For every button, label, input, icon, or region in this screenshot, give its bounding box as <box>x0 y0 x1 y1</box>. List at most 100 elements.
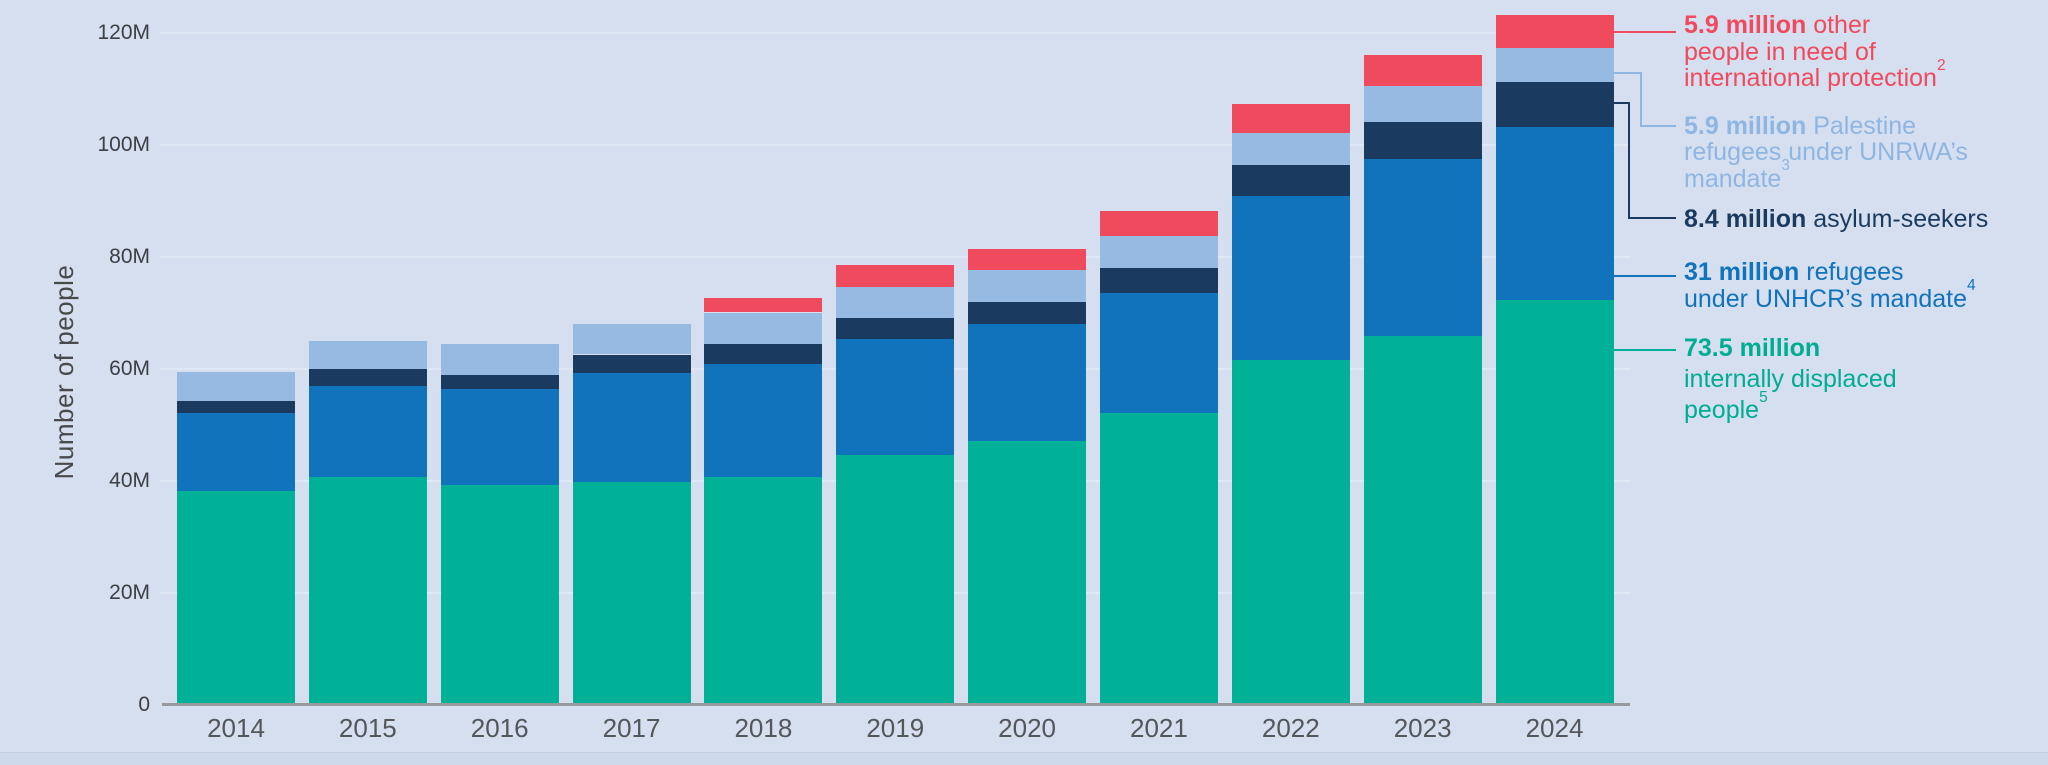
callout-line: 5.9 million Palestine <box>1684 111 1968 140</box>
bar-segment-refugees-2017 <box>572 372 691 483</box>
bar-segment-unrwa-2020 <box>968 269 1087 303</box>
callout-line: 73.5 million <box>1684 333 1897 364</box>
footnote-superscript: 5 <box>1759 388 1768 406</box>
callout-value: 73.5 million <box>1684 334 1821 362</box>
bar-segment-idp-2022 <box>1231 359 1350 705</box>
callout-text: refugees <box>1799 258 1904 286</box>
callout-unrwa: 5.9 million Palestine refugees under UNRW… <box>1684 111 1968 193</box>
year-label-2023: 2023 <box>1393 713 1452 743</box>
bar-segment-idp-2015 <box>308 476 427 705</box>
bar-segment-asylum-2014 <box>177 400 295 413</box>
y-tick-label-20M: 20M <box>109 580 150 604</box>
year-label-2020: 2020 <box>998 713 1057 743</box>
leader-line-unrwa <box>1614 72 1676 127</box>
bar-segment-unrwa-2015 <box>308 340 427 370</box>
callout-refugees: 31 million refugees under UNHCR’s mandate… <box>1684 259 1976 312</box>
bar-segment-unrwa-2024 <box>1495 48 1614 82</box>
callout-line: 8.4 million asylum-seekers <box>1684 204 1989 233</box>
bar-segment-other-2020 <box>968 249 1087 270</box>
bar-segment-refugees-2024 <box>1495 127 1614 301</box>
bar-segment-refugees-2016 <box>440 389 559 485</box>
callout-line: 5.9 million other <box>1684 12 1946 39</box>
bar-segment-refugees-2021 <box>1099 292 1218 413</box>
bar-segment-asylum-2022 <box>1231 164 1350 197</box>
bar-segment-unrwa-2022 <box>1231 133 1350 165</box>
bottom-edge-strip <box>0 752 2048 765</box>
callout-value: 5.9 million <box>1684 111 1807 140</box>
callout-text: under UNHCR’s mandate <box>1684 284 1967 313</box>
year-label-2018: 2018 <box>734 713 793 743</box>
bar-segment-other-2021 <box>1099 210 1218 236</box>
gridline-120M <box>160 31 1630 34</box>
bar-segment-unrwa-2016 <box>440 344 559 375</box>
bar-segment-asylum-2017 <box>572 354 691 373</box>
callout-value: 31 million <box>1684 258 1800 286</box>
callout-line: mandate3 <box>1684 158 1968 193</box>
callout-text: internally displaced <box>1684 365 1897 393</box>
year-label-2015: 2015 <box>338 713 397 743</box>
footnote-superscript: 4 <box>1967 277 1976 295</box>
callout-text: refugees under UNRWA’s <box>1684 138 1968 166</box>
y-tick-label-40M: 40M <box>109 468 150 492</box>
bar-segment-refugees-2018 <box>704 364 823 478</box>
callout-line: people in need of <box>1684 37 1946 66</box>
callout-value: 5.9 million <box>1684 11 1807 39</box>
callout-line: 31 million refugees <box>1684 259 1976 286</box>
bar-segment-asylum-2019 <box>836 317 955 340</box>
y-tick-label-60M: 60M <box>109 356 150 380</box>
gridline-100M <box>160 143 1630 146</box>
callout-line: under UNHCR’s mandate4 <box>1684 278 1976 313</box>
year-label-2021: 2021 <box>1130 713 1188 743</box>
bar-segment-idp-2021 <box>1099 412 1218 705</box>
bar-segment-other-2023 <box>1363 55 1482 87</box>
callout-text: other <box>1806 11 1871 39</box>
callout-other: 5.9 million other people in need of intern… <box>1684 12 1946 92</box>
bar-segment-idp-2020 <box>968 441 1087 705</box>
y-tick-label-100M: 100M <box>97 132 150 156</box>
bar-segment-refugees-2023 <box>1363 159 1482 336</box>
bar-segment-unrwa-2021 <box>1099 235 1218 268</box>
y-tick-label-120M: 120M <box>97 20 150 44</box>
bar-segment-asylum-2023 <box>1363 121 1482 160</box>
callout-value: 8.4 million <box>1684 204 1807 233</box>
y-tick-label-0: 0 <box>138 692 150 716</box>
bar-segment-unrwa-2018 <box>704 312 823 344</box>
bar-segment-idp-2023 <box>1363 336 1482 705</box>
year-label-2024: 2024 <box>1525 713 1584 743</box>
bar-segment-unrwa-2017 <box>572 323 691 355</box>
bar-segment-unrwa-2014 <box>177 371 295 401</box>
callout-line: internally displaced <box>1684 364 1897 395</box>
bar-segment-refugees-2015 <box>308 386 427 477</box>
bar-segment-other-2019 <box>836 265 955 287</box>
bar-segment-unrwa-2023 <box>1363 86 1482 122</box>
callout-line: international protection2 <box>1684 57 1946 92</box>
callout-text: mandate <box>1684 164 1782 193</box>
footnote-superscript: 2 <box>1936 56 1946 74</box>
year-label-2016: 2016 <box>470 713 529 743</box>
callout-text: asylum-seekers <box>1806 204 1989 233</box>
bar-segment-idp-2014 <box>177 491 295 705</box>
bar-segment-idp-2017 <box>572 482 691 705</box>
bar-segment-asylum-2015 <box>308 369 427 387</box>
bar-segment-asylum-2016 <box>440 374 559 390</box>
bar-segment-asylum-2018 <box>704 343 823 365</box>
bar-segment-idp-2024 <box>1495 300 1614 705</box>
callout-line: people5 <box>1684 389 1897 426</box>
bar-segment-other-2024 <box>1495 14 1614 49</box>
callout-text: people <box>1684 396 1760 424</box>
bar-segment-idp-2016 <box>440 484 559 705</box>
callout-text: Palestine <box>1806 111 1917 140</box>
callout-text: international protection <box>1684 64 1937 92</box>
bar-segment-asylum-2020 <box>968 302 1087 324</box>
callout-line: refugees under UNRWA’s <box>1684 139 1968 166</box>
bar-segment-idp-2019 <box>836 455 955 705</box>
year-label-2017: 2017 <box>602 713 661 743</box>
bar-segment-asylum-2021 <box>1099 267 1218 293</box>
callout-text: people in need of <box>1684 37 1876 66</box>
bar-segment-refugees-2019 <box>836 339 955 456</box>
year-label-2019: 2019 <box>866 713 925 743</box>
bar-segment-refugees-2022 <box>1231 196 1350 360</box>
y-tick-label-80M: 80M <box>109 244 150 268</box>
